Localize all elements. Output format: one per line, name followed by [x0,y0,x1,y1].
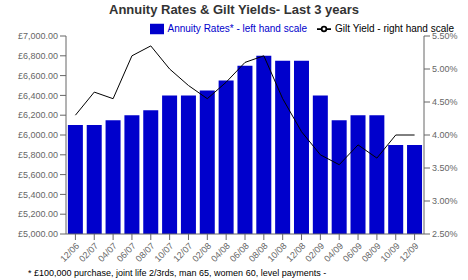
svg-text:02/08: 02/08 [190,241,213,264]
svg-text:12/09: 12/09 [398,241,421,264]
svg-text:£6,000.00: £6,000.00 [18,130,58,140]
svg-text:£5,200.00: £5,200.00 [18,209,58,219]
svg-text:£6,400.00: £6,400.00 [18,91,58,101]
svg-text:£5,800.00: £5,800.00 [18,150,58,160]
html-text:* £100,000 purchase, joint lif: * £100,000 purchase, joint life 2/3rds, … [28,268,327,278]
svg-text:£6,200.00: £6,200.00 [18,110,58,120]
svg-text:04/07: 04/07 [96,241,119,264]
svg-text:10/09: 10/09 [379,241,402,264]
svg-text:5.50%: 5.50% [432,31,458,41]
svg-text:3.50%: 3.50% [432,163,458,173]
svg-text:02/09: 02/09 [303,241,326,264]
svg-text:04/08: 04/08 [209,241,232,264]
svg-text:£5,600.00: £5,600.00 [18,170,58,180]
svg-text:12/07: 12/07 [171,241,194,264]
svg-text:06/08: 06/08 [228,241,251,264]
svg-text:£7,000.00: £7,000.00 [18,31,58,41]
svg-text:08/09: 08/09 [360,241,383,264]
svg-text:04/09: 04/09 [322,241,345,264]
svg-text:£6,600.00: £6,600.00 [18,71,58,81]
html-text:Annuity Rates* - left hand sca: Annuity Rates* - left hand scale [167,22,307,34]
svg-text:5.00%: 5.00% [432,64,458,74]
svg-text:08/07: 08/07 [134,241,157,264]
svg-text:2.50%: 2.50% [432,229,458,239]
html-text:Annuity Rates & Gilt Yields- L: Annuity Rates & Gilt Yields- Last 3 year… [109,2,359,17]
svg-text:12/06: 12/06 [58,241,81,264]
svg-text:£6,800.00: £6,800.00 [18,51,58,61]
svg-text:06/07: 06/07 [115,241,138,264]
svg-text:10/07: 10/07 [153,241,176,264]
svg-text:4.00%: 4.00% [432,130,458,140]
svg-text:£5,000.00: £5,000.00 [18,229,58,239]
svg-text:08/08: 08/08 [247,241,270,264]
svg-text:£5,400.00: £5,400.00 [18,190,58,200]
html-text:Gilt Yield - right hand scale: Gilt Yield - right hand scale [335,22,454,34]
svg-text:02/07: 02/07 [77,241,100,264]
svg-text:4.50%: 4.50% [432,97,458,107]
svg-text:10/08: 10/08 [266,241,289,264]
svg-text:12/08: 12/08 [284,241,307,264]
svg-text:3.00%: 3.00% [432,196,458,206]
svg-text:06/09: 06/09 [341,241,364,264]
